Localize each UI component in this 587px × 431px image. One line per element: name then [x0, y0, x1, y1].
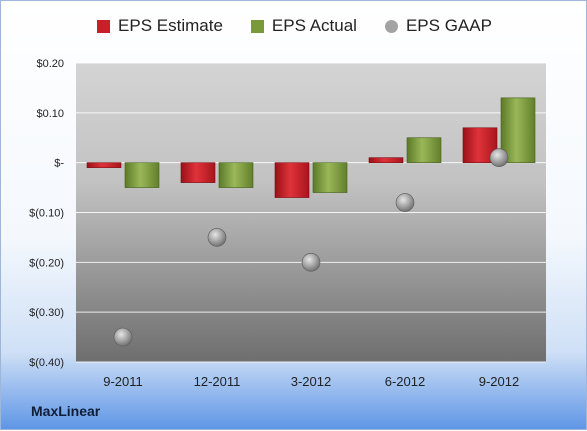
legend-label-gaap: EPS GAAP [405, 16, 492, 35]
y-tick-label: $(0.10) [29, 208, 64, 220]
y-tick-label: $(0.30) [29, 307, 64, 319]
legend-item-gaap: EPS GAAP [384, 16, 492, 36]
y-tick-label: $0.10 [36, 108, 64, 120]
bar-eps-estimate [274, 162, 310, 198]
legend-swatch-actual [250, 19, 264, 33]
bar-eps-estimate [86, 162, 122, 168]
legend-item-actual: EPS Actual [250, 16, 357, 36]
point-eps-gaap [395, 193, 415, 212]
legend-swatch-gaap [384, 19, 398, 33]
x-tick-label: 12-2011 [194, 374, 241, 389]
x-tick-label: 6-2012 [385, 374, 425, 389]
legend-label-estimate: EPS Estimate [118, 16, 223, 35]
y-tick-label: $(0.20) [29, 257, 64, 269]
y-tick-label: $0.20 [36, 58, 64, 70]
legend-swatch-estimate [97, 19, 111, 33]
point-eps-gaap [489, 148, 509, 167]
y-tick-label: $- [54, 158, 64, 170]
bar-eps-actual [406, 137, 442, 163]
bar-eps-actual [124, 162, 160, 188]
bar-eps-actual [312, 162, 348, 193]
bar-eps-estimate [180, 162, 216, 183]
point-eps-gaap [301, 253, 321, 272]
legend: EPS Estimate EPS Actual EPS GAAP [1, 16, 587, 36]
point-eps-gaap [113, 327, 133, 347]
bar-eps-actual [500, 97, 536, 163]
bar-eps-actual [218, 162, 254, 188]
x-tick-label: 3-2012 [291, 374, 331, 389]
legend-item-estimate: EPS Estimate [97, 16, 223, 36]
x-tick-label: 9-2012 [479, 374, 519, 389]
company-name: MaxLinear [31, 403, 101, 419]
y-tick-label: $(0.40) [29, 357, 64, 369]
bar-eps-estimate [368, 157, 404, 163]
legend-label-actual: EPS Actual [271, 16, 357, 35]
x-tick-label: 9-2011 [103, 374, 143, 389]
point-eps-gaap [207, 228, 227, 247]
